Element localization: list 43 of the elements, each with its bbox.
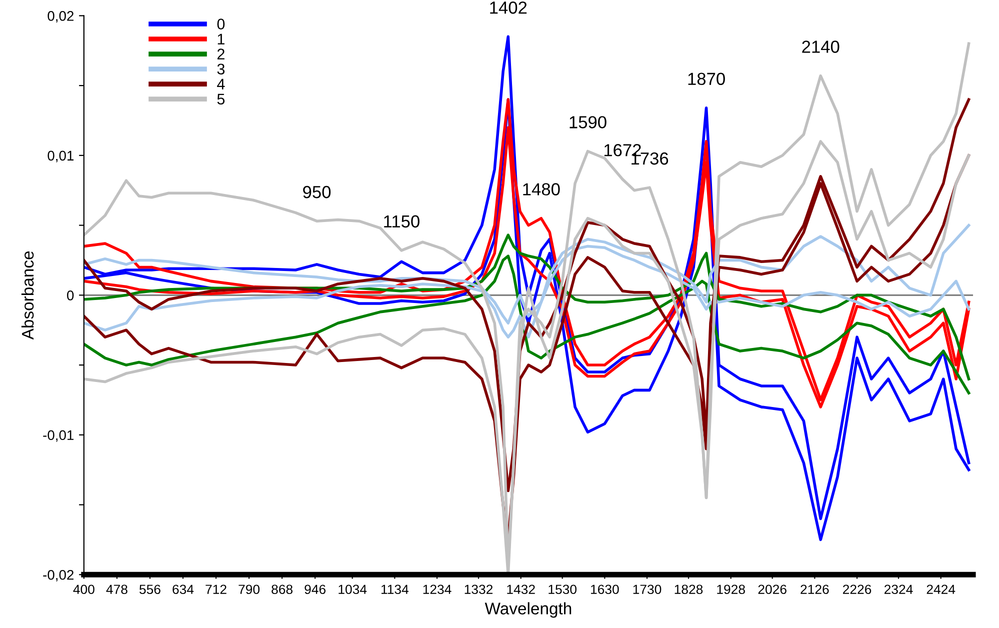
x-tick-label: 946 xyxy=(304,584,326,594)
x-tick-label: 1928 xyxy=(717,584,745,594)
legend-label: 2 xyxy=(217,48,224,60)
x-tick-label: 634 xyxy=(172,584,194,594)
x-tick-label: 1730 xyxy=(633,584,662,594)
x-tick-label: 790 xyxy=(238,584,260,594)
x-tick-label: 2026 xyxy=(758,584,786,594)
y-tick-label: -0,02 xyxy=(43,570,74,582)
legend-label: 4 xyxy=(217,78,225,90)
annotation: 1150 xyxy=(384,215,420,228)
x-tick-label: 2324 xyxy=(884,584,913,594)
annotation: 2140 xyxy=(802,40,840,53)
y-axis-title: Absorbance xyxy=(21,251,34,340)
x-tick-label: 1432 xyxy=(507,584,535,594)
legend-label: 0 xyxy=(217,18,225,30)
y-tick-label: -0,01 xyxy=(43,430,74,442)
x-tick-label: 1134 xyxy=(382,584,408,594)
x-axis-title: Wavelength xyxy=(484,602,572,618)
y-tick-label: 0 xyxy=(67,290,74,300)
annotation: 1480 xyxy=(523,183,560,196)
x-tick-label: 2424 xyxy=(926,584,956,594)
annotation: 1870 xyxy=(688,72,725,86)
annotation: 1402 xyxy=(490,1,527,14)
x-tick-label: 1630 xyxy=(591,584,619,594)
x-tick-label: 478 xyxy=(106,584,128,594)
y-tick-label: 0,02 xyxy=(48,11,74,23)
x-tick-label: 400 xyxy=(73,584,94,594)
x-tick-label: 712 xyxy=(206,584,226,594)
x-tick-label: 2226 xyxy=(843,584,872,594)
annotation: 1590 xyxy=(570,116,606,128)
x-tick-label: 556 xyxy=(139,584,160,594)
x-tick-label: 2126 xyxy=(800,584,829,594)
x-tick-label: 1828 xyxy=(674,584,703,594)
y-tick-label: 0,01 xyxy=(48,150,74,162)
x-tick-label: 868 xyxy=(272,584,292,594)
annotation: 950 xyxy=(303,186,331,198)
x-tick-label: 1034 xyxy=(338,584,367,594)
x-tick-label: 1234 xyxy=(423,584,452,594)
legend-label: 3 xyxy=(217,64,225,75)
legend-label: 5 xyxy=(217,94,225,105)
x-tick-label: 1530 xyxy=(548,584,577,594)
legend-label: 1 xyxy=(218,34,224,44)
x-tick-label: 1332 xyxy=(464,584,493,594)
